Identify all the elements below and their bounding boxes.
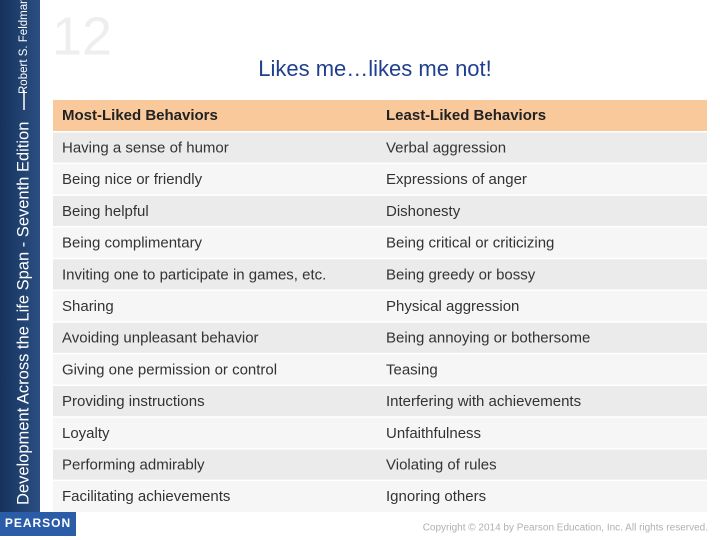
table-cell: Having a sense of humor (62, 140, 229, 157)
header-row (53, 100, 707, 132)
table-cell: Dishonesty (386, 203, 461, 220)
table-cell: Verbal aggression (386, 140, 506, 157)
table-cell: Loyalty (62, 425, 110, 442)
table-cell: Providing instructions (62, 393, 205, 410)
table-cell: Unfaithfulness (386, 425, 481, 442)
table-row (53, 385, 707, 417)
copyright: Copyright © 2014 by Pearson Education, I… (423, 523, 708, 534)
logo-box (0, 512, 76, 536)
table-cell: Being nice or friendly (62, 171, 203, 188)
watermark: 12 (52, 6, 112, 66)
table-cell: Inviting one to participate in games, et… (62, 266, 326, 283)
sidebar-author: Robert S. Feldman (18, 0, 30, 94)
slide-title: Likes me…likes me not! (258, 56, 492, 81)
table-row (53, 226, 707, 259)
table-cell: Physical aggression (386, 298, 519, 315)
table-cell: Sharing (62, 298, 114, 315)
table-cell: Violating of rules (386, 457, 497, 474)
table-row (53, 131, 707, 164)
sidebar (0, 0, 40, 512)
table-cell: Interfering with achievements (386, 393, 581, 410)
sidebar-title: Development Across the Life Span - Seven… (14, 122, 32, 505)
table-row (53, 353, 707, 386)
table: Most-Liked Behaviors Least-Liked Behavior… (53, 100, 707, 513)
table-row (53, 163, 707, 196)
table-row (53, 448, 707, 481)
logo: PEARSON (5, 516, 71, 530)
table-cell: Being complimentary (62, 235, 203, 252)
table-row (53, 417, 707, 449)
table-cell: Ignoring others (386, 488, 486, 505)
table-row (53, 195, 707, 227)
table-row (53, 258, 707, 291)
table-cell: Being annoying or bothersome (386, 330, 590, 347)
column-header: Most-Liked Behaviors (62, 107, 218, 124)
table-cell: Avoiding unpleasant behavior (62, 330, 259, 347)
table-cell: Expressions of anger (386, 171, 527, 188)
column-header: Least-Liked Behaviors (386, 107, 546, 124)
table-cell: Teasing (386, 361, 438, 378)
table-cell: Giving one permission or control (62, 361, 277, 378)
table-row (53, 321, 707, 354)
table-cell: Being critical or criticizing (386, 235, 554, 252)
table-cell: Being helpful (62, 203, 149, 220)
table-cell: Being greedy or bossy (386, 266, 536, 283)
table-row (53, 480, 707, 513)
table-cell: Facilitating achievements (62, 488, 230, 505)
table-row (53, 290, 707, 322)
table-cell: Performing admirably (62, 457, 205, 474)
